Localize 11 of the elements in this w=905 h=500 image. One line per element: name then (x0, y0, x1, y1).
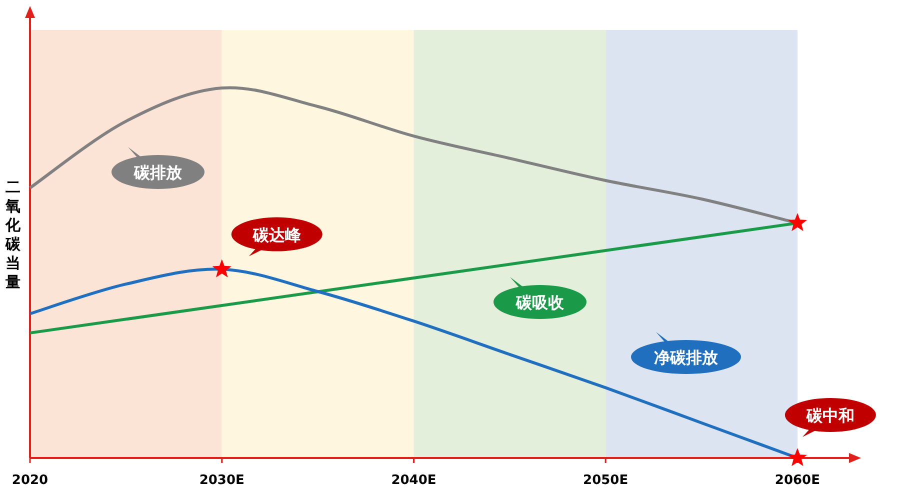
x-tick-label: 2030E (199, 473, 244, 488)
x-tick-label: 2050E (583, 473, 628, 488)
text: 净碳排放 (654, 348, 719, 367)
x-tick-label: 2040E (391, 473, 436, 488)
annotation: 碳中和 (805, 406, 854, 425)
y-axis-title: 二氧化碳当量 (4, 178, 22, 291)
x-tick-label: 2060E (774, 473, 820, 488)
x-tick-label: 2020 (12, 473, 48, 488)
text: 碳排放 (133, 163, 183, 182)
annotation: 碳达峰 (252, 225, 302, 244)
series-label: 碳吸收 (515, 293, 565, 312)
